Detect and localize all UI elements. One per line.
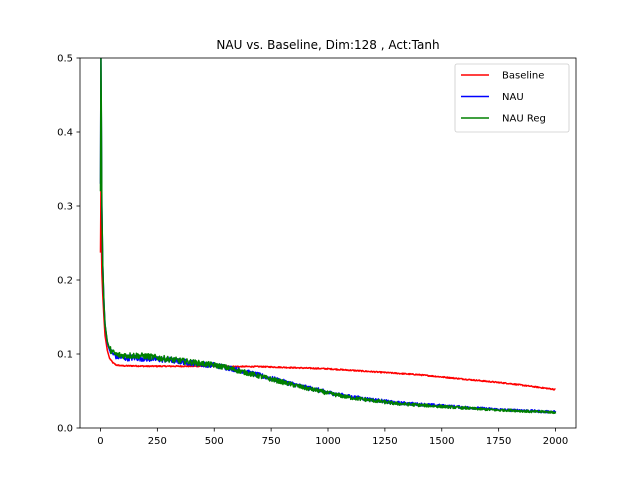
x-tick-label: 1000 [315,436,340,447]
x-tick-label: 0 [97,436,103,447]
series-line-nau-reg [99,58,557,415]
y-tick-label: 0.1 [57,350,73,361]
legend-box [454,63,570,133]
series-line-baseline [99,190,556,391]
y-axis: 0.0 0.1 0.2 0.3 0.4 0.5 [57,54,80,435]
y-tick-label: 0.4 [57,128,73,139]
x-tick-label: 2000 [543,436,568,447]
x-tick-label: 500 [205,436,224,447]
y-tick-label: 0.2 [57,276,73,287]
x-tick-label: 1500 [429,436,454,447]
x-tick-label: 750 [262,436,281,447]
chart-title: NAU vs. Baseline, Dim:128 , Act:Tanh [216,38,439,52]
y-tick-label: 0.3 [57,202,73,213]
legend-label-baseline: Baseline [502,71,544,82]
x-tick-label: 250 [148,436,167,447]
legend: Baseline NAU NAU Reg [454,63,570,133]
x-tick-label: 1250 [372,436,397,447]
series-layer [99,58,557,415]
y-tick-label: 0.0 [57,424,73,435]
x-tick-label: 1750 [486,436,511,447]
legend-label-nau: NAU [502,92,524,103]
y-tick-label: 0.5 [57,54,73,65]
legend-label-nau-reg: NAU Reg [502,114,546,125]
x-axis: 0 250 500 750 1000 1250 1500 1750 2000 [97,428,568,447]
